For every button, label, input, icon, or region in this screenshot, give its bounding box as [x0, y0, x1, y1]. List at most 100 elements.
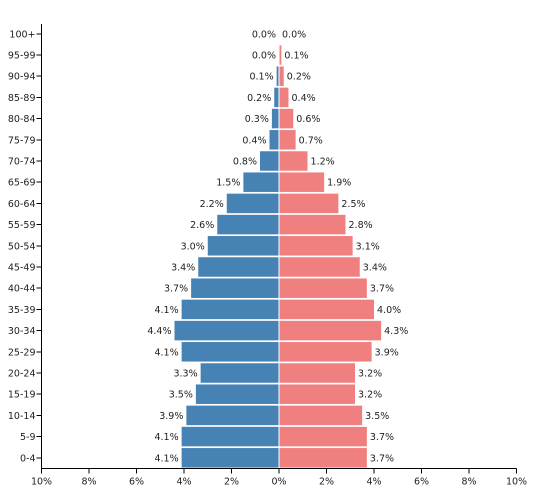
- bar-right-65-69: [279, 172, 325, 192]
- y-tick-label-25-29: 25-29: [8, 347, 36, 358]
- y-tick-label-35-39: 35-39: [8, 305, 36, 316]
- x-tick-label-9: 8%: [461, 477, 476, 488]
- x-tick-label-0: 10%: [31, 477, 52, 488]
- y-tick-label-5-9: 5-9: [20, 432, 36, 443]
- bar-right-80-84: [279, 108, 294, 129]
- bar-right-20-24: [279, 363, 355, 383]
- value-label-right-15-19: 3.2%: [358, 390, 382, 401]
- bar-left-15-19: [195, 384, 280, 404]
- bar-right-60-64: [279, 193, 339, 214]
- y-tick-label-100+: 100+: [9, 29, 35, 40]
- bar-left-65-69: [243, 172, 280, 192]
- y-tick-label-65-69: 65-69: [8, 178, 36, 189]
- value-label-left-95-99: 0.0%: [252, 51, 276, 62]
- bar-right-5-9: [279, 426, 367, 447]
- value-label-left-70-74: 0.8%: [233, 157, 257, 168]
- y-tick-label-80-84: 80-84: [8, 114, 36, 125]
- value-label-left-60-64: 2.2%: [200, 199, 224, 210]
- value-label-left-30-34: 4.4%: [147, 326, 171, 337]
- bar-right-75-79: [279, 130, 296, 150]
- value-label-left-35-39: 4.1%: [154, 305, 178, 316]
- bar-left-85-89: [274, 87, 279, 108]
- bar-left-10-14: [186, 405, 280, 426]
- bar-right-40-44: [279, 278, 367, 298]
- bar-left-90-94: [276, 66, 280, 86]
- bar-right-70-74: [279, 151, 308, 171]
- y-tick-label-20-24: 20-24: [8, 369, 36, 380]
- bar-left-70-74: [260, 151, 279, 171]
- x-tick-label-5: 0%: [271, 477, 286, 488]
- bar-right-55-59: [279, 214, 346, 235]
- x-tick-label-8: 6%: [414, 477, 429, 488]
- value-label-left-85-89: 0.2%: [247, 93, 271, 104]
- value-label-right-10-14: 3.5%: [365, 411, 389, 422]
- value-label-left-65-69: 1.5%: [216, 178, 240, 189]
- value-label-right-70-74: 1.2%: [311, 157, 335, 168]
- y-tick-label-10-14: 10-14: [8, 411, 36, 422]
- bar-right-50-54: [279, 236, 353, 256]
- value-label-left-5-9: 4.1%: [154, 432, 178, 443]
- value-label-right-90-94: 0.2%: [287, 72, 311, 83]
- value-label-right-95-99: 0.1%: [284, 51, 308, 62]
- x-tick-label-3: 4%: [176, 477, 191, 488]
- bar-left-30-34: [174, 320, 279, 341]
- value-label-right-0-4: 3.7%: [370, 453, 394, 464]
- bar-right-90-94: [279, 66, 284, 86]
- bar-right-30-34: [279, 320, 382, 341]
- x-tick-label-2: 6%: [129, 477, 144, 488]
- bar-left-40-44: [191, 278, 280, 298]
- value-label-left-75-79: 0.4%: [242, 135, 266, 146]
- bar-right-95-99: [279, 45, 282, 65]
- value-label-right-35-39: 4.0%: [377, 305, 401, 316]
- y-tick-label-50-54: 50-54: [8, 241, 36, 252]
- value-label-right-50-54: 3.1%: [356, 241, 380, 252]
- value-label-left-20-24: 3.3%: [173, 369, 197, 380]
- value-label-right-25-29: 3.9%: [375, 347, 399, 358]
- bar-left-0-4: [181, 448, 279, 468]
- bar-left-60-64: [226, 193, 279, 214]
- bar-right-35-39: [279, 299, 374, 320]
- value-label-right-40-44: 3.7%: [370, 284, 394, 295]
- value-label-left-0-4: 4.1%: [154, 453, 178, 464]
- value-label-right-60-64: 2.5%: [341, 199, 365, 210]
- value-label-left-25-29: 4.1%: [154, 347, 178, 358]
- y-tick-label-15-19: 15-19: [8, 390, 36, 401]
- value-label-right-20-24: 3.2%: [358, 369, 382, 380]
- value-label-left-50-54: 3.0%: [181, 241, 205, 252]
- y-tick-label-70-74: 70-74: [8, 157, 36, 168]
- value-label-left-10-14: 3.9%: [159, 411, 183, 422]
- value-label-right-85-89: 0.4%: [292, 93, 316, 104]
- value-label-right-55-59: 2.8%: [349, 220, 373, 231]
- y-axis: 0-4 5-9 10-14 15-19 20-24 25-29 30-34 35-39 40-4…: [8, 24, 42, 469]
- bar-left-5-9: [181, 426, 279, 447]
- y-tick-label-0-4: 0-4: [20, 453, 36, 464]
- x-axis: 10% 8% 6% 4% 2% 0% 2% 4% 6% 8% 10%: [31, 468, 527, 488]
- value-label-left-55-59: 2.6%: [190, 220, 214, 231]
- value-label-left-45-49: 3.4%: [171, 263, 195, 274]
- bar-left-50-54: [207, 236, 279, 256]
- value-label-left-15-19: 3.5%: [169, 390, 193, 401]
- y-tick-label-30-34: 30-34: [8, 326, 36, 337]
- value-label-right-30-34: 4.3%: [384, 326, 408, 337]
- y-tick-label-75-79: 75-79: [8, 135, 36, 146]
- value-label-right-45-49: 3.4%: [363, 263, 387, 274]
- y-tick-label-90-94: 90-94: [8, 72, 36, 83]
- value-label-right-75-79: 0.7%: [299, 135, 323, 146]
- bar-right-0-4: [279, 448, 367, 468]
- value-label-left-100+: 0.0%: [252, 29, 276, 40]
- bar-right-25-29: [279, 342, 372, 362]
- bar-left-45-49: [198, 257, 279, 277]
- y-tick-label-60-64: 60-64: [8, 199, 36, 210]
- y-tick-label-95-99: 95-99: [8, 51, 36, 62]
- value-label-left-80-84: 0.3%: [245, 114, 269, 125]
- y-tick-label-45-49: 45-49: [8, 263, 36, 274]
- x-tick-label-1: 8%: [81, 477, 96, 488]
- bar-left-75-79: [269, 130, 279, 150]
- y-tick-label-40-44: 40-44: [8, 284, 36, 295]
- bar-left-55-59: [217, 214, 279, 235]
- y-tick-label-85-89: 85-89: [8, 93, 36, 104]
- bar-right-15-19: [279, 384, 355, 404]
- y-tick-label-55-59: 55-59: [8, 220, 36, 231]
